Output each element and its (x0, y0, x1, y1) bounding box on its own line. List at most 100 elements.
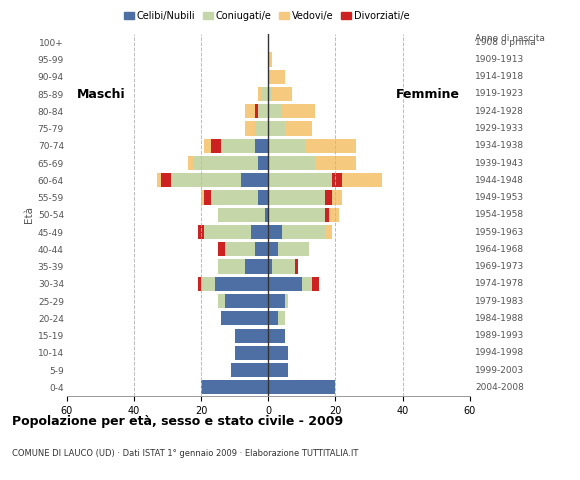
Bar (218, 260, 268, 274)
Bar (218, 294, 268, 308)
Bar (268, 191, 332, 204)
Bar (268, 260, 299, 274)
Text: Maschi: Maschi (77, 87, 125, 100)
Bar (201, 380, 268, 395)
Bar (268, 260, 271, 274)
Bar (252, 225, 268, 239)
Bar (204, 191, 268, 204)
Bar (268, 363, 288, 377)
Bar (255, 121, 268, 135)
Bar (204, 139, 268, 153)
Bar (218, 242, 268, 256)
Bar (194, 156, 268, 170)
Bar (235, 328, 268, 343)
Bar (255, 121, 268, 135)
Bar (268, 191, 325, 204)
Bar (201, 380, 268, 395)
Bar (218, 208, 268, 222)
Text: 2004-2008: 2004-2008 (475, 383, 524, 392)
Text: 1999-2003: 1999-2003 (475, 366, 524, 374)
Bar (211, 139, 268, 153)
Bar (268, 225, 325, 239)
Bar (268, 173, 342, 187)
Bar (211, 191, 268, 204)
Bar (268, 104, 282, 119)
Legend: Celibi/Nubili, Coniugati/e, Vedovi/e, Divorziati/e: Celibi/Nubili, Coniugati/e, Vedovi/e, Di… (120, 7, 414, 25)
Bar (198, 225, 268, 239)
Bar (268, 208, 329, 222)
Bar (198, 277, 268, 291)
Text: COMUNE DI LAUCO (UD) · Dati ISTAT 1° gennaio 2009 · Elaborazione TUTTITALIA.IT: COMUNE DI LAUCO (UD) · Dati ISTAT 1° gen… (12, 449, 358, 458)
Text: 1949-1953: 1949-1953 (475, 193, 524, 202)
Bar (268, 225, 282, 239)
Bar (268, 277, 302, 291)
Bar (268, 311, 285, 325)
Bar (255, 104, 268, 119)
Text: 1989-1993: 1989-1993 (475, 331, 524, 340)
Bar (268, 328, 285, 343)
Text: 1914-1918: 1914-1918 (475, 72, 524, 81)
Y-axis label: Età: Età (24, 206, 34, 223)
Bar (215, 277, 268, 291)
Bar (268, 139, 305, 153)
Text: 1984-1988: 1984-1988 (475, 314, 524, 323)
Bar (268, 173, 382, 187)
Bar (255, 139, 268, 153)
Text: 1934-1938: 1934-1938 (475, 141, 524, 150)
Bar (268, 173, 332, 187)
Text: Anno di nascita: Anno di nascita (475, 35, 545, 44)
Bar (268, 363, 288, 377)
Bar (268, 277, 312, 291)
Bar (201, 380, 268, 395)
Bar (224, 242, 268, 256)
Bar (258, 191, 268, 204)
Bar (268, 294, 285, 308)
Bar (218, 208, 268, 222)
Bar (218, 260, 268, 274)
Bar (268, 311, 278, 325)
Bar (235, 346, 268, 360)
Bar (268, 208, 325, 222)
Bar (268, 242, 309, 256)
Bar (268, 156, 316, 170)
Bar (268, 277, 318, 291)
Bar (268, 311, 285, 325)
Bar (221, 311, 268, 325)
Bar (268, 260, 295, 274)
Bar (268, 208, 339, 222)
Bar (268, 121, 285, 135)
Bar (268, 87, 271, 101)
Bar (265, 208, 268, 222)
Bar (235, 328, 268, 343)
Bar (268, 225, 325, 239)
Bar (268, 139, 356, 153)
Bar (268, 191, 342, 204)
Bar (157, 173, 268, 187)
Text: 1939-1943: 1939-1943 (475, 158, 524, 168)
Text: 1974-1978: 1974-1978 (475, 279, 524, 288)
Bar (235, 346, 268, 360)
Bar (268, 294, 288, 308)
Bar (241, 173, 268, 187)
Bar (268, 346, 288, 360)
Bar (235, 346, 268, 360)
Bar (221, 139, 268, 153)
Text: 1909-1913: 1909-1913 (475, 55, 524, 64)
Bar (268, 328, 285, 343)
Bar (262, 87, 268, 101)
Text: 1979-1983: 1979-1983 (475, 297, 524, 306)
Text: 1929-1933: 1929-1933 (475, 124, 524, 133)
Bar (268, 121, 312, 135)
Bar (231, 363, 268, 377)
Bar (218, 294, 268, 308)
Bar (255, 242, 268, 256)
Bar (268, 242, 309, 256)
Text: 1944-1948: 1944-1948 (475, 176, 524, 185)
Bar (262, 87, 268, 101)
Bar (268, 380, 335, 395)
Bar (268, 70, 285, 84)
Bar (268, 52, 271, 67)
Bar (268, 242, 309, 256)
Bar (268, 139, 305, 153)
Bar (194, 156, 268, 170)
